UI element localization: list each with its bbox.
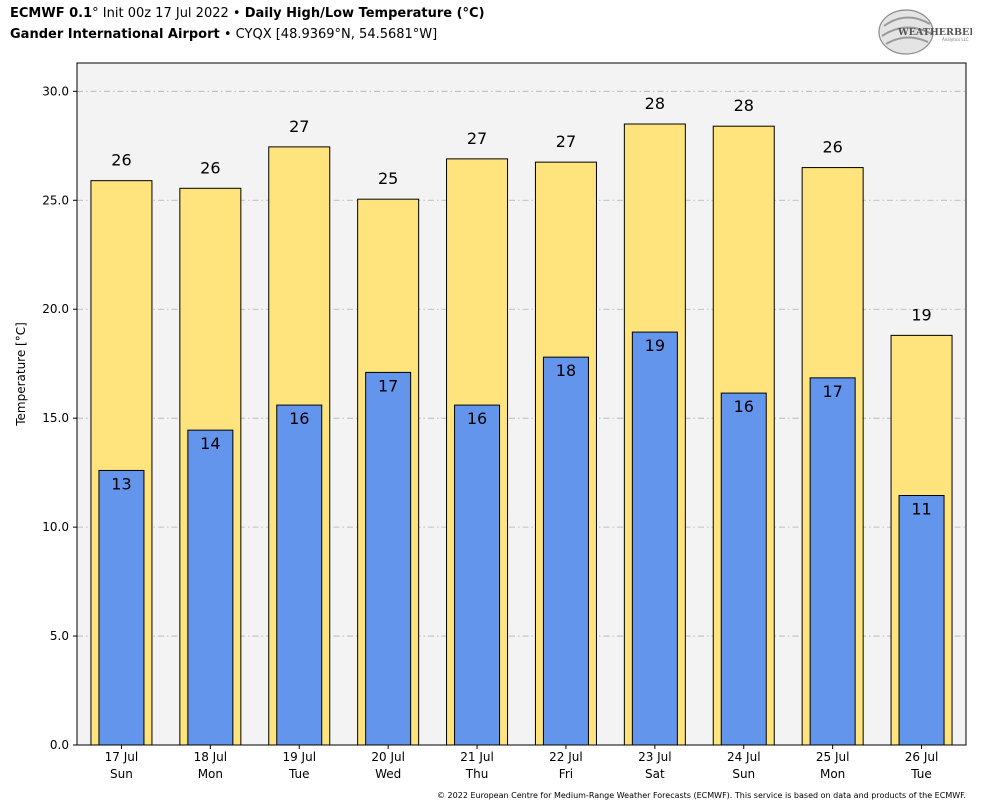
- high-value-label: 27: [289, 117, 309, 136]
- x-tick-date: 20 Jul: [371, 750, 405, 764]
- high-value-label: 28: [645, 94, 665, 113]
- degree-sign: °: [92, 6, 99, 21]
- product-title: Daily High/Low Temperature (°C): [244, 6, 485, 21]
- low-bar: [720, 392, 767, 746]
- low-value-label: 16: [289, 409, 309, 428]
- separator-bullet-2: •: [219, 27, 236, 42]
- low-value-label: 17: [822, 382, 842, 401]
- low-bar: [898, 495, 945, 746]
- y-tick-label: 5.0: [50, 629, 69, 643]
- high-value-label: 25: [378, 169, 398, 188]
- model-name: ECMWF 0.1: [10, 6, 93, 21]
- data-labels: 26 26 27 25 27 27 28 28 26 19 13 14 16 17 16 18 19 16 17 11: [111, 94, 931, 519]
- x-tick-date: 25 Jul: [816, 750, 850, 764]
- low-temperature-bars: [98, 331, 945, 746]
- weatherbell-logo: WEATHERBELL Analytics LLC: [878, 9, 972, 55]
- high-value-label: 27: [467, 129, 487, 148]
- low-value-label: 17: [378, 376, 398, 395]
- high-value-label: 26: [822, 138, 842, 157]
- low-value-label: 13: [111, 474, 131, 493]
- low-bar: [187, 429, 234, 746]
- x-axis: 17 Jul Sun 18 Jul Mon 19 Jul Tue 20 Jul Wed 21 J…: [105, 745, 939, 781]
- low-bar: [631, 331, 678, 746]
- x-tick-date: 18 Jul: [194, 750, 228, 764]
- high-value-label: 26: [200, 158, 220, 177]
- copyright-footer: © 2022 European Centre for Medium-Range …: [437, 791, 966, 800]
- x-tick-day: Thu: [465, 767, 489, 781]
- plot-frame: [76, 62, 967, 746]
- x-tick-date: 26 Jul: [905, 750, 939, 764]
- x-tick-day: Sat: [645, 767, 665, 781]
- x-tick-day: Wed: [375, 767, 401, 781]
- x-tick-day: Sun: [732, 767, 755, 781]
- low-value-label: 18: [556, 361, 576, 380]
- x-tick-day: Mon: [198, 767, 223, 781]
- y-tick-label: 25.0: [42, 193, 69, 207]
- low-value-label: 16: [734, 397, 754, 416]
- y-tick-label: 10.0: [42, 520, 69, 534]
- x-tick-date: 21 Jul: [460, 750, 494, 764]
- low-bar: [454, 404, 501, 746]
- init-time: Init 00z 17 Jul 2022: [98, 6, 229, 21]
- low-bar: [276, 404, 323, 746]
- low-value-label: 19: [645, 336, 665, 355]
- y-tick-label: 20.0: [42, 302, 69, 316]
- high-value-label: 26: [111, 151, 131, 170]
- low-bar: [542, 356, 589, 746]
- low-bar: [98, 469, 145, 746]
- y-tick-label: 0.0: [50, 738, 69, 752]
- y-tick-label: 15.0: [42, 411, 69, 425]
- y-axis: 0.0 5.0 10.0 15.0 20.0 25.0 30.0: [42, 84, 77, 752]
- logo-text: WEATHERBELL: [897, 27, 972, 38]
- low-value-label: 16: [467, 409, 487, 428]
- x-tick-day: Tue: [288, 767, 310, 781]
- station-info: CYQX [48.9369°N, 54.5681°W]: [235, 27, 438, 42]
- logo-subtext: Analytics LLC: [942, 37, 969, 42]
- chart-header-line-2: Gander International Airport • CYQX [48.…: [10, 27, 437, 42]
- x-tick-date: 23 Jul: [638, 750, 672, 764]
- high-value-label: 27: [556, 132, 576, 151]
- x-tick-day: Tue: [910, 767, 932, 781]
- y-tick-label: 30.0: [42, 84, 69, 98]
- low-bar: [809, 377, 856, 746]
- x-tick-day: Mon: [820, 767, 845, 781]
- high-value-label: 19: [911, 305, 931, 324]
- low-bar: [365, 371, 412, 746]
- x-tick-day: Fri: [559, 767, 573, 781]
- station-name: Gander International Airport: [10, 27, 220, 42]
- separator-bullet: •: [228, 6, 245, 21]
- y-axis-label: Temperature [°C]: [14, 322, 28, 427]
- x-tick-date: 22 Jul: [549, 750, 583, 764]
- x-tick-date: 19 Jul: [282, 750, 316, 764]
- low-value-label: 11: [911, 500, 931, 519]
- high-value-label: 28: [734, 96, 754, 115]
- x-tick-day: Sun: [110, 767, 133, 781]
- low-value-label: 14: [200, 434, 220, 453]
- x-tick-date: 24 Jul: [727, 750, 761, 764]
- x-tick-date: 17 Jul: [105, 750, 139, 764]
- chart-header-line-1: ECMWF 0.1° Init 00z 17 Jul 2022 • Daily …: [10, 6, 485, 21]
